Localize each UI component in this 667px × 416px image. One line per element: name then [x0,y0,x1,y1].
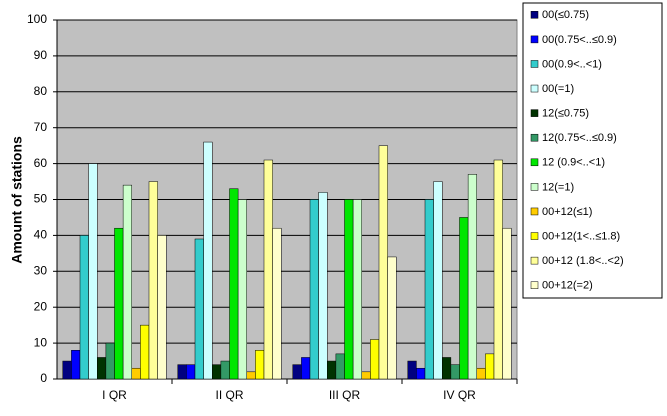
bar [433,181,443,380]
bar [344,199,354,380]
bar [62,360,72,380]
legend-label: 00(≤0.75) [542,9,589,21]
legend-label: 00+12(=2) [542,280,593,292]
x-tick-label: I QR [102,388,127,402]
bar [301,357,311,380]
bar [387,256,397,380]
legend-swatch [530,183,539,191]
bar [370,339,380,380]
legend-label: 12(≤0.75) [542,108,589,120]
bar [442,357,452,380]
bar [424,199,434,380]
bar [292,364,302,380]
legend-label: 12(0.75<..≤0.9) [542,132,617,144]
x-tick-label: IV QR [443,388,476,402]
legend-label: 12(=1) [542,181,574,193]
legend-label: 00(=1) [542,83,574,95]
bar [246,371,256,380]
legend-label: 00+12(1<..≤1.8) [542,230,620,242]
legend-box [522,2,663,299]
bar [263,159,273,380]
bar [467,174,477,380]
bar [502,227,512,380]
bar [229,188,239,380]
legend-swatch [530,109,539,117]
y-tick-label: 10 [34,335,48,349]
legend-swatch [530,133,539,142]
bar [493,159,503,380]
bar [114,227,124,380]
bar [407,360,417,380]
bar [220,360,230,380]
bar [352,199,362,380]
legend-swatch [530,256,539,265]
y-tick-label: 90 [34,48,48,62]
y-tick-label: 50 [34,192,48,206]
bar [237,199,247,380]
bar [97,357,107,380]
bar [318,192,328,380]
bar [335,353,345,380]
x-tick-label: III QR [329,388,361,402]
bar [327,360,337,380]
bar [177,364,187,380]
y-tick-label: 60 [34,156,48,170]
y-tick-label: 70 [34,120,48,134]
bar [450,364,460,380]
bar [122,184,132,380]
legend-swatch [530,84,539,93]
bar [157,235,167,380]
bar [140,324,150,380]
bar [485,353,495,380]
legend-swatch [530,207,539,216]
legend-label: 12 (0.9<..<1) [542,157,605,169]
y-tick-label: 80 [34,84,48,98]
legend-label: 00+12(≤1) [542,206,592,218]
bar [79,235,89,380]
bar [361,371,371,380]
bar [88,163,98,380]
legend-swatch [530,60,539,68]
bar [194,238,204,380]
y-tick-label: 0 [40,371,47,385]
bar [378,145,388,380]
bar [131,367,141,380]
legend-swatch [530,35,539,44]
bar [212,364,222,380]
legend-swatch [530,281,539,289]
legend-label: 00(0.9<..<1) [542,58,602,70]
y-tick-label: 30 [34,263,48,277]
legend-swatch [530,11,539,19]
bar [71,350,81,380]
x-tick-label: II QR [215,388,243,402]
y-tick-label: 20 [34,299,48,313]
legend-label: 00+12 (1.8<..<2) [542,255,624,267]
bar [255,350,265,380]
y-axis-title: Amount of stations [9,136,25,264]
bar [272,227,282,380]
bar [148,181,158,380]
bar [309,199,319,380]
bar [105,342,115,380]
bar [186,364,196,380]
y-tick-label: 40 [34,228,48,242]
legend-swatch [530,158,539,167]
bar [476,367,486,380]
y-tick-label: 100 [27,12,47,26]
legend-label: 00(0.75<..≤0.9) [542,34,617,46]
bar [459,217,469,380]
legend-swatch [530,232,539,240]
bar [416,367,426,380]
bar [203,141,213,380]
